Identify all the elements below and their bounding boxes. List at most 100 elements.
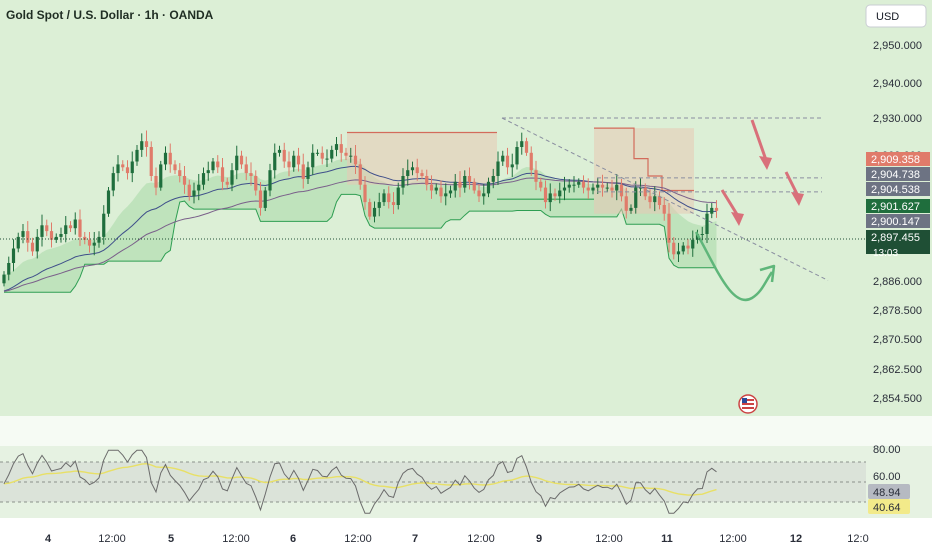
candle: [562, 176, 567, 201]
x-tick-label: 5: [168, 533, 174, 545]
rsi-lines: [3, 449, 717, 514]
candle: [130, 151, 134, 183]
candle: [501, 150, 505, 166]
rsi-value-bg: [868, 484, 910, 499]
candle: [520, 132, 524, 155]
rsi-ma-value: 40.64: [873, 502, 901, 514]
candle: [420, 169, 424, 180]
candle: [548, 183, 552, 212]
x-tick-label: 6: [290, 533, 296, 545]
candle: [201, 167, 206, 190]
candle: [187, 179, 191, 201]
candle: [686, 239, 690, 255]
candle: [311, 144, 315, 175]
candle: [102, 205, 106, 245]
supply-zone-2: [594, 128, 694, 214]
candle: [2, 271, 6, 287]
candle: [21, 223, 25, 244]
candle: [140, 133, 144, 157]
candle: [68, 221, 73, 232]
pane-separator: [0, 416, 932, 446]
candle: [434, 183, 438, 195]
candle: [225, 177, 229, 189]
candle: [106, 187, 111, 217]
candle: [472, 178, 476, 194]
price-label: 2,901.627: [871, 201, 920, 213]
candle: [54, 233, 58, 243]
price-label-bg: [866, 182, 930, 196]
candle: [662, 197, 666, 221]
currency-button[interactable]: USD: [876, 11, 899, 23]
x-tick-label: 9: [536, 533, 542, 545]
candle: [73, 212, 77, 235]
candle: [273, 143, 277, 179]
candle: [45, 219, 49, 237]
candle: [591, 183, 595, 195]
candle: [486, 177, 491, 198]
candle: [406, 159, 410, 186]
candle: [296, 147, 301, 172]
price-label: 2,904.538: [871, 184, 920, 196]
time-axis-ticks: 4 12:00 5 12:00 6 12:00 7 12:00 9 12:00 11 12:00 12 1…: [45, 533, 869, 545]
price-label-bg: [866, 199, 930, 213]
candle: [458, 171, 462, 198]
x-tick-label: 12:00: [344, 533, 372, 545]
candle: [529, 146, 533, 176]
y-tick-label: 2,940.000: [873, 78, 922, 90]
x-tick-label: 11: [661, 533, 673, 545]
candle: [524, 137, 529, 156]
x-tick-label: 7: [412, 533, 418, 545]
x-tick-label: 12: [790, 533, 802, 545]
price-label: 2,897.455: [871, 232, 920, 244]
candle: [111, 166, 115, 197]
candle: [173, 160, 177, 174]
candle: [643, 183, 647, 201]
candle: [372, 201, 377, 223]
candle: [206, 161, 210, 181]
candle: [515, 141, 519, 170]
candle: [581, 175, 586, 194]
candle: [410, 161, 415, 176]
candle: [178, 163, 182, 183]
currency-button-bg[interactable]: [865, 4, 927, 28]
y-tick-label: 2,870.500: [873, 334, 922, 346]
candle: [325, 149, 329, 167]
candle: [40, 214, 44, 247]
candle: [83, 231, 87, 245]
candle: [353, 144, 358, 175]
candle: [254, 170, 258, 196]
candle: [358, 158, 362, 190]
candle: [714, 200, 719, 218]
candle: [448, 185, 453, 198]
candle: [624, 187, 628, 219]
candle: [182, 165, 187, 194]
candle: [197, 173, 201, 201]
candle: [505, 147, 510, 175]
candle: [415, 158, 419, 181]
candle: [78, 209, 82, 246]
candle: [377, 192, 381, 217]
candle: [676, 242, 681, 262]
candle: [429, 175, 434, 199]
countdown: 13:03: [873, 248, 898, 259]
candle: [615, 173, 619, 201]
candle: [558, 182, 562, 204]
candle: [121, 160, 125, 172]
candle: [92, 231, 96, 256]
us-flag-event-icon[interactable]: [738, 394, 758, 414]
rsi-level-label: 60.00: [873, 471, 901, 483]
candle: [349, 147, 353, 163]
candle: [577, 178, 581, 188]
candle: [363, 176, 367, 210]
y-tick-label: 2,950.000: [873, 40, 922, 52]
candle: [16, 232, 20, 253]
candle: [672, 237, 676, 260]
down-arrow: [784, 171, 804, 206]
candle: [700, 226, 704, 241]
x-tick-label: 12:00: [595, 533, 623, 545]
candle: [344, 147, 348, 161]
candle: [154, 167, 158, 196]
candle: [263, 187, 267, 212]
price-label-bg: [866, 214, 930, 228]
